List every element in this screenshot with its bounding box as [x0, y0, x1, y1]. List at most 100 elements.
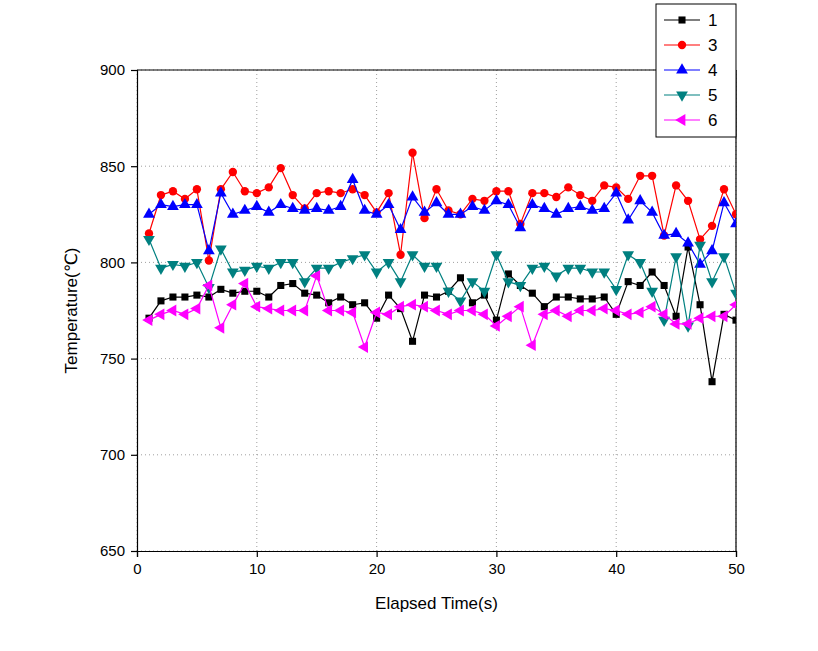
- point: [552, 193, 560, 201]
- point: [502, 198, 514, 208]
- point: [634, 194, 646, 204]
- point: [585, 305, 595, 317]
- legend-label: 6: [708, 111, 717, 130]
- legend-marker: [675, 114, 685, 126]
- point: [396, 251, 404, 259]
- tick: 20: [369, 551, 386, 577]
- point: [682, 236, 694, 246]
- grid: [137, 70, 736, 551]
- point: [717, 310, 727, 322]
- point: [202, 280, 212, 292]
- point: [658, 229, 670, 239]
- tick-label: 20: [369, 560, 386, 577]
- grid-line-x: [496, 70, 497, 551]
- point: [646, 206, 658, 216]
- legend-label: 1: [708, 11, 717, 30]
- point: [586, 269, 598, 279]
- tick-label: 40: [608, 560, 625, 577]
- frame: [137, 69, 736, 70]
- point: [179, 198, 191, 208]
- point: [215, 246, 227, 256]
- point: [540, 189, 548, 197]
- point: [250, 301, 260, 313]
- legend: 13456: [656, 4, 736, 137]
- point: [277, 164, 285, 172]
- point: [646, 288, 658, 298]
- series-line: [149, 180, 736, 265]
- point: [466, 305, 476, 317]
- point: [598, 269, 610, 279]
- point: [504, 187, 512, 195]
- point: [394, 301, 404, 313]
- point: [239, 204, 251, 214]
- y-axis: 650700750800850900: [100, 61, 138, 559]
- tick-mark: [616, 551, 617, 557]
- frame: [735, 70, 736, 551]
- point: [298, 305, 308, 317]
- point: [334, 305, 344, 317]
- point: [311, 202, 323, 212]
- point: [419, 206, 431, 216]
- point: [157, 297, 164, 304]
- grid-line-y: [137, 358, 736, 359]
- point: [409, 338, 416, 345]
- point: [694, 242, 706, 252]
- series-line: [149, 276, 736, 347]
- point: [479, 288, 491, 298]
- point: [253, 288, 260, 295]
- point: [265, 293, 272, 300]
- series-line: [149, 247, 736, 382]
- tick-mark: [131, 166, 137, 167]
- point: [418, 301, 428, 313]
- point: [181, 293, 188, 300]
- point: [262, 303, 272, 315]
- point: [730, 290, 736, 300]
- tick-mark: [131, 262, 137, 263]
- point: [370, 307, 380, 319]
- point: [657, 308, 667, 320]
- tick-label: 10: [249, 560, 266, 577]
- point: [621, 308, 631, 320]
- point: [562, 202, 574, 212]
- point: [383, 259, 395, 269]
- point: [395, 223, 407, 233]
- point: [265, 183, 273, 191]
- tick-mark: [131, 359, 137, 360]
- point: [347, 255, 359, 265]
- x-axis: 01020304050: [133, 551, 745, 577]
- point: [550, 305, 560, 317]
- series-line: [149, 153, 736, 261]
- point: [622, 251, 634, 261]
- grid-line-x: [736, 70, 737, 551]
- tick-mark: [257, 551, 258, 557]
- tick: 850: [100, 158, 137, 175]
- point: [395, 278, 407, 288]
- point: [610, 286, 622, 296]
- tick: 40: [608, 551, 625, 577]
- point: [322, 305, 332, 317]
- tick: 700: [100, 446, 137, 463]
- point: [335, 259, 347, 269]
- point: [419, 263, 431, 273]
- point: [586, 204, 598, 214]
- tick: 650: [100, 542, 137, 559]
- tick-label: 750: [100, 350, 125, 367]
- point: [645, 301, 655, 313]
- tick-label: 650: [100, 542, 125, 559]
- point: [323, 265, 335, 275]
- grid-line-y: [137, 70, 736, 71]
- point: [491, 251, 503, 261]
- point: [706, 278, 718, 288]
- point: [730, 217, 736, 227]
- point: [467, 278, 479, 288]
- point: [565, 293, 572, 300]
- tick: 750: [100, 350, 137, 367]
- point: [217, 286, 224, 293]
- tick-label: 850: [100, 158, 125, 175]
- series: [143, 173, 736, 268]
- point: [564, 183, 572, 191]
- point: [491, 194, 503, 204]
- point: [706, 244, 718, 254]
- point: [597, 303, 607, 315]
- point: [720, 185, 728, 193]
